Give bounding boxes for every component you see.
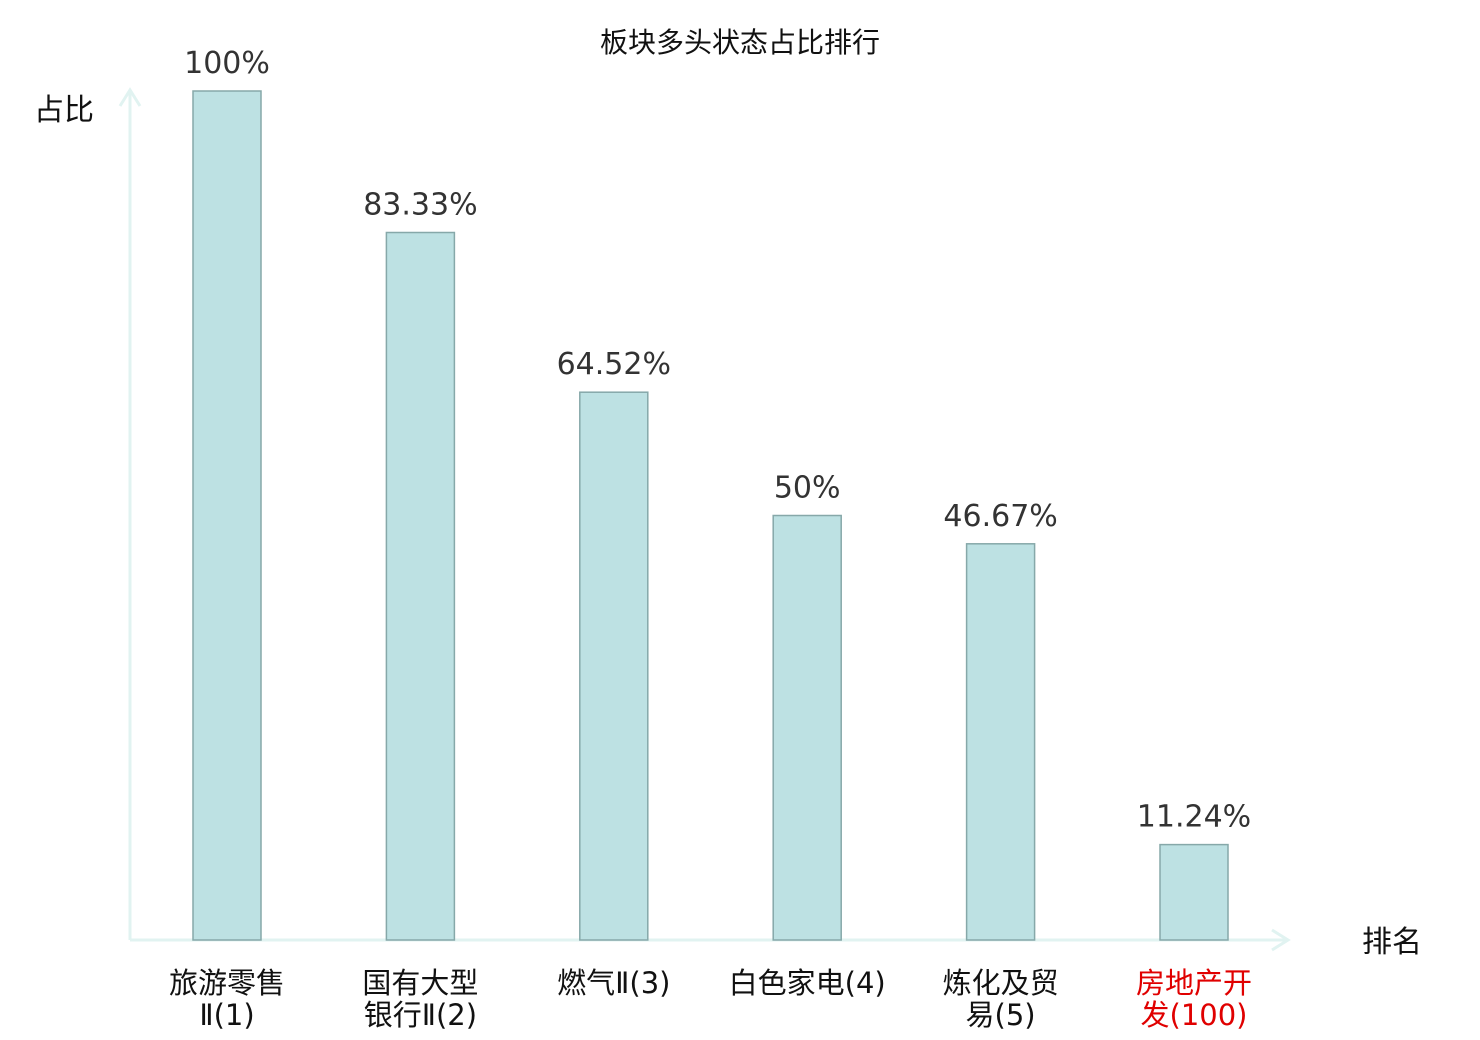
x-axis-label: 排名: [1362, 925, 1422, 960]
category-label-line: 白色家电(4): [729, 966, 886, 1000]
category-label-2: 国有大型银行Ⅱ(2): [362, 966, 478, 1032]
y-axis-arrow: [118, 87, 142, 107]
category-label-line: 发(100): [1141, 998, 1248, 1032]
axes: [118, 87, 1291, 952]
bar-3: [579, 391, 649, 941]
category-label-line: 燃气Ⅱ(3): [557, 966, 670, 1000]
y-axis-label: 占比: [34, 93, 94, 128]
category-label-line: 国有大型: [362, 966, 478, 1000]
value-label-5: 46.67%: [943, 499, 1057, 534]
category-labels: 旅游零售 Ⅱ(1) 国有大型银行Ⅱ(2) 燃气Ⅱ(3) 白色家电(4) 炼化及贸易(5) 房…: [169, 966, 1252, 1032]
bar-4: [772, 514, 842, 941]
category-label-1: 旅游零售 Ⅱ(1): [169, 966, 285, 1032]
value-label-1: 100%: [184, 46, 270, 81]
value-label-2: 83.33%: [363, 188, 477, 223]
value-label-3: 64.52%: [557, 347, 671, 382]
category-label-6: 房地产开发(100): [1136, 966, 1252, 1032]
bar-2: [385, 231, 456, 941]
category-label-line: 旅游零售: [169, 966, 285, 1000]
x-axis-arrow: [1271, 928, 1291, 952]
category-label-line: 炼化及贸: [943, 966, 1059, 1000]
category-label-line: 房地产开: [1136, 966, 1252, 1000]
bar-5: [965, 543, 1036, 941]
value-labels: 100% 83.33% 64.52% 50% 46.67% 11.24%: [184, 46, 1251, 835]
bar-1: [192, 90, 262, 941]
chart-title: 板块多头状态占比排行: [600, 26, 880, 59]
category-label-4: 白色家电(4): [729, 966, 886, 1000]
category-label-line: 易(5): [966, 998, 1036, 1032]
bars: [192, 90, 1229, 941]
bar-6: [1159, 843, 1229, 941]
category-label-line: Ⅱ(1): [199, 998, 254, 1032]
value-label-4: 50%: [774, 471, 841, 506]
category-label-5: 炼化及贸易(5): [943, 966, 1059, 1032]
category-label-line: 银行Ⅱ(2): [364, 998, 477, 1032]
category-label-3: 燃气Ⅱ(3): [557, 966, 670, 1000]
value-label-6: 11.24%: [1137, 800, 1251, 835]
